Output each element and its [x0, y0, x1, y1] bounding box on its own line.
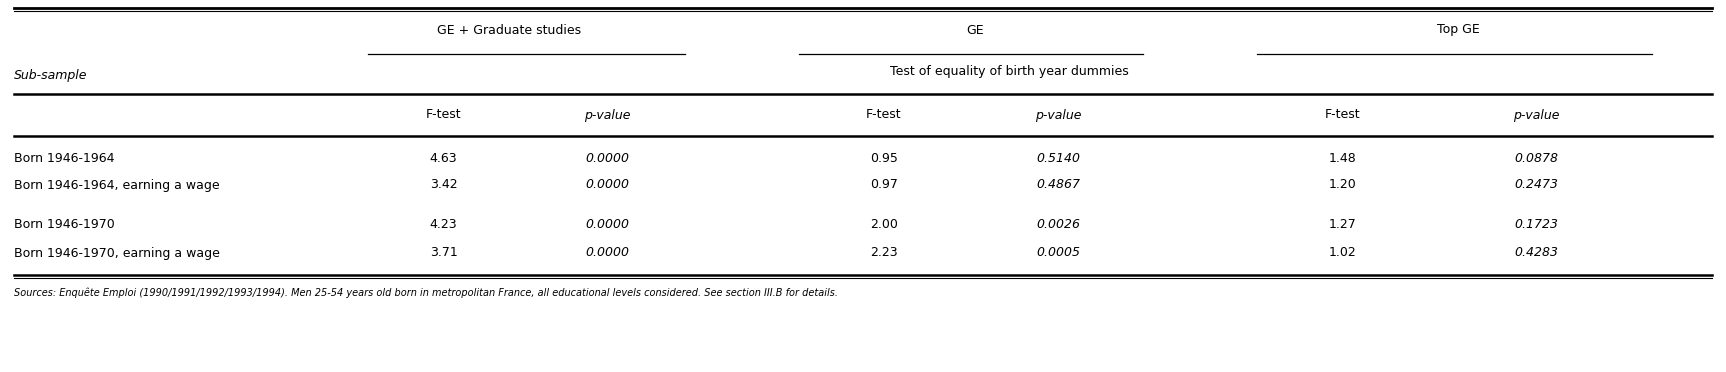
Text: 3.71: 3.71 — [430, 247, 457, 260]
Text: Born 1946-1964: Born 1946-1964 — [14, 151, 114, 164]
Text: GE + Graduate studies: GE + Graduate studies — [437, 23, 582, 36]
Text: 0.0000: 0.0000 — [585, 218, 630, 231]
Text: Top GE: Top GE — [1438, 23, 1479, 36]
Text: 0.0878: 0.0878 — [1514, 151, 1559, 164]
Text: Sub-sample: Sub-sample — [14, 68, 88, 81]
Text: 0.95: 0.95 — [870, 151, 898, 164]
Text: 3.42: 3.42 — [430, 179, 457, 192]
Text: Born 1946-1970: Born 1946-1970 — [14, 218, 114, 231]
Text: 4.23: 4.23 — [430, 218, 457, 231]
Text: 2.00: 2.00 — [870, 218, 898, 231]
Text: 0.97: 0.97 — [870, 179, 898, 192]
Text: 1.48: 1.48 — [1329, 151, 1357, 164]
Text: p-value: p-value — [585, 109, 630, 122]
Text: 0.0026: 0.0026 — [1036, 218, 1080, 231]
Text: 1.27: 1.27 — [1329, 218, 1357, 231]
Text: 0.2473: 0.2473 — [1514, 179, 1559, 192]
Text: 1.02: 1.02 — [1329, 247, 1357, 260]
Text: 4.63: 4.63 — [430, 151, 457, 164]
Text: Born 1946-1970, earning a wage: Born 1946-1970, earning a wage — [14, 247, 219, 260]
Text: F-test: F-test — [426, 109, 461, 122]
Text: 0.4283: 0.4283 — [1514, 247, 1559, 260]
Text: 0.0000: 0.0000 — [585, 151, 630, 164]
Text: F-test: F-test — [866, 109, 901, 122]
Text: p-value: p-value — [1036, 109, 1080, 122]
Text: 2.23: 2.23 — [870, 247, 898, 260]
Text: 0.0000: 0.0000 — [585, 247, 630, 260]
Text: 0.0000: 0.0000 — [585, 179, 630, 192]
Text: 0.0005: 0.0005 — [1036, 247, 1080, 260]
Text: Born 1946-1964, earning a wage: Born 1946-1964, earning a wage — [14, 179, 219, 192]
Text: F-test: F-test — [1326, 109, 1360, 122]
Text: Test of equality of birth year dummies: Test of equality of birth year dummies — [891, 65, 1129, 78]
Text: p-value: p-value — [1514, 109, 1559, 122]
Text: Sources: Enquête Emploi (1990/1991/1992/1993/1994). Men 25-54 years old born in : Sources: Enquête Emploi (1990/1991/1992/… — [14, 288, 837, 298]
Text: 0.1723: 0.1723 — [1514, 218, 1559, 231]
Text: GE: GE — [967, 23, 984, 36]
Text: 0.4867: 0.4867 — [1036, 179, 1080, 192]
Text: 1.20: 1.20 — [1329, 179, 1357, 192]
Text: 0.5140: 0.5140 — [1036, 151, 1080, 164]
